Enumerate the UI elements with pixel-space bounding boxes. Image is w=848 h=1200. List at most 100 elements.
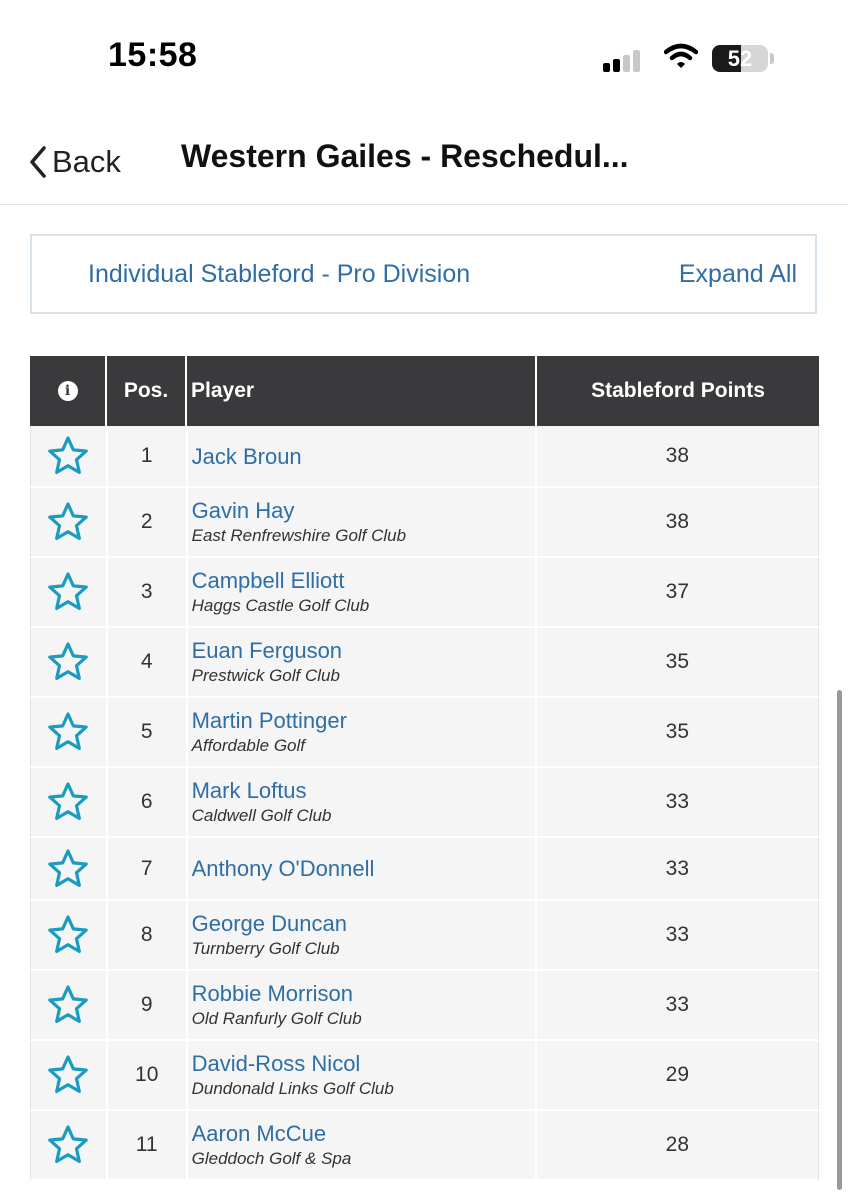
player-name-link[interactable]: Campbell Elliott: [191, 567, 345, 593]
star-outline-icon[interactable]: [47, 1124, 89, 1166]
battery-icon: 52: [712, 45, 768, 72]
scrollbar[interactable]: [837, 690, 842, 1190]
position-value: 3: [140, 580, 153, 603]
club-name: Dundonald Links Golf Club: [191, 1078, 394, 1098]
favorite-cell: [31, 426, 108, 486]
back-label: Back: [52, 144, 121, 179]
pos-cell: 7: [108, 838, 188, 899]
points-cell: 33: [537, 768, 818, 836]
position-value: 8: [140, 923, 153, 946]
pos-cell: 5: [108, 698, 188, 766]
chevron-left-icon: [30, 146, 46, 178]
player-cell: George Duncan Turnberry Golf Club: [188, 901, 537, 969]
player-name-link[interactable]: Gavin Hay: [191, 497, 295, 523]
player-name-link[interactable]: Euan Ferguson: [191, 637, 343, 663]
player-cell: Anthony O'Donnell: [188, 838, 537, 899]
star-outline-icon[interactable]: [47, 711, 89, 753]
battery-nub: [770, 53, 774, 64]
header-player: Player: [187, 356, 537, 426]
favorite-cell: [31, 628, 108, 696]
club-name: Turnberry Golf Club: [191, 938, 340, 958]
star-outline-icon[interactable]: [47, 781, 89, 823]
table-body: 1 Jack Broun 38 2 Gavin Hay East Renfrew…: [30, 426, 819, 1181]
leaderboard-table: i Pos. Player Stableford Points 1 Jack B…: [30, 356, 819, 1181]
player-name-link[interactable]: George Duncan: [191, 910, 347, 936]
header-pos: Pos.: [107, 356, 187, 426]
points-value: 28: [665, 1133, 690, 1156]
back-button[interactable]: Back: [28, 140, 121, 184]
nav-bar: Back Western Gailes - Reschedul...: [0, 120, 848, 205]
division-label[interactable]: Individual Stableford - Pro Division: [88, 260, 471, 288]
pos-cell: 6: [108, 768, 188, 836]
player-cell: David-Ross Nicol Dundonald Links Golf Cl…: [188, 1041, 537, 1109]
pos-cell: 9: [108, 971, 188, 1039]
star-outline-icon[interactable]: [47, 571, 89, 613]
position-value: 7: [140, 856, 153, 880]
club-name: Affordable Golf: [191, 735, 306, 755]
player-cell: Mark Loftus Caldwell Golf Club: [188, 768, 537, 836]
table-header: i Pos. Player Stableford Points: [30, 356, 819, 426]
points-cell: 38: [537, 488, 818, 556]
position-value: 6: [140, 790, 153, 813]
points-value: 33: [665, 856, 690, 880]
club-name: Prestwick Golf Club: [191, 665, 340, 685]
status-bar: 15:58 52: [0, 0, 848, 110]
points-value: 38: [665, 510, 690, 533]
club-name: East Renfrewshire Golf Club: [191, 525, 407, 545]
info-icon[interactable]: i: [57, 381, 78, 401]
favorite-cell: [31, 1111, 108, 1179]
points-cell: 37: [537, 558, 818, 626]
status-time: 15:58: [108, 36, 198, 74]
pos-cell: 4: [108, 628, 188, 696]
star-outline-icon[interactable]: [47, 914, 89, 956]
table-row: 5 Martin Pottinger Affordable Golf 35: [30, 698, 819, 768]
points-value: 33: [665, 923, 690, 946]
favorite-cell: [31, 698, 108, 766]
position-value: 9: [140, 993, 153, 1016]
star-outline-icon[interactable]: [47, 641, 89, 683]
star-outline-icon[interactable]: [47, 984, 89, 1026]
table-row: 10 David-Ross Nicol Dundonald Links Golf…: [30, 1041, 819, 1111]
star-outline-icon[interactable]: [47, 848, 89, 890]
player-cell: Euan Ferguson Prestwick Golf Club: [188, 628, 537, 696]
player-name-link[interactable]: Robbie Morrison: [191, 980, 354, 1006]
player-name-link[interactable]: Anthony O'Donnell: [191, 856, 375, 881]
pos-cell: 11: [108, 1111, 188, 1179]
expand-all-link[interactable]: Expand All: [678, 260, 797, 288]
star-outline-icon[interactable]: [47, 435, 89, 477]
player-cell: Robbie Morrison Old Ranfurly Golf Club: [188, 971, 537, 1039]
pos-cell: 2: [108, 488, 188, 556]
player-name-link[interactable]: Jack Broun: [191, 443, 302, 469]
pos-cell: 1: [108, 426, 188, 486]
player-cell: Campbell Elliott Haggs Castle Golf Club: [188, 558, 537, 626]
points-cell: 38: [537, 426, 818, 486]
favorite-cell: [31, 1041, 108, 1109]
position-value: 11: [135, 1133, 158, 1156]
page-title: Western Gailes - Reschedul...: [181, 138, 629, 174]
header-info[interactable]: i: [30, 356, 107, 426]
player-name-link[interactable]: David-Ross Nicol: [191, 1050, 361, 1076]
player-name-link[interactable]: Mark Loftus: [191, 777, 307, 803]
player-name-link[interactable]: Aaron McCue: [191, 1120, 327, 1146]
pos-cell: 8: [108, 901, 188, 969]
star-outline-icon[interactable]: [47, 501, 89, 543]
favorite-cell: [31, 558, 108, 626]
favorite-cell: [31, 971, 108, 1039]
table-row: 2 Gavin Hay East Renfrewshire Golf Club …: [30, 488, 819, 558]
points-cell: 33: [537, 971, 818, 1039]
points-cell: 35: [537, 698, 818, 766]
favorite-cell: [31, 488, 108, 556]
points-value: 33: [665, 790, 690, 813]
position-value: 2: [140, 510, 153, 533]
position-value: 1: [140, 444, 153, 467]
cellular-signal-icon: [603, 50, 640, 72]
table-row: 9 Robbie Morrison Old Ranfurly Golf Club…: [30, 971, 819, 1041]
position-value: 4: [140, 650, 153, 673]
player-name-link[interactable]: Martin Pottinger: [191, 707, 347, 733]
pos-cell: 3: [108, 558, 188, 626]
points-cell: 35: [537, 628, 818, 696]
star-outline-icon[interactable]: [47, 1054, 89, 1096]
wifi-icon: [664, 43, 698, 68]
club-name: Caldwell Golf Club: [191, 805, 332, 825]
club-name: Gleddoch Golf & Spa: [191, 1148, 352, 1168]
